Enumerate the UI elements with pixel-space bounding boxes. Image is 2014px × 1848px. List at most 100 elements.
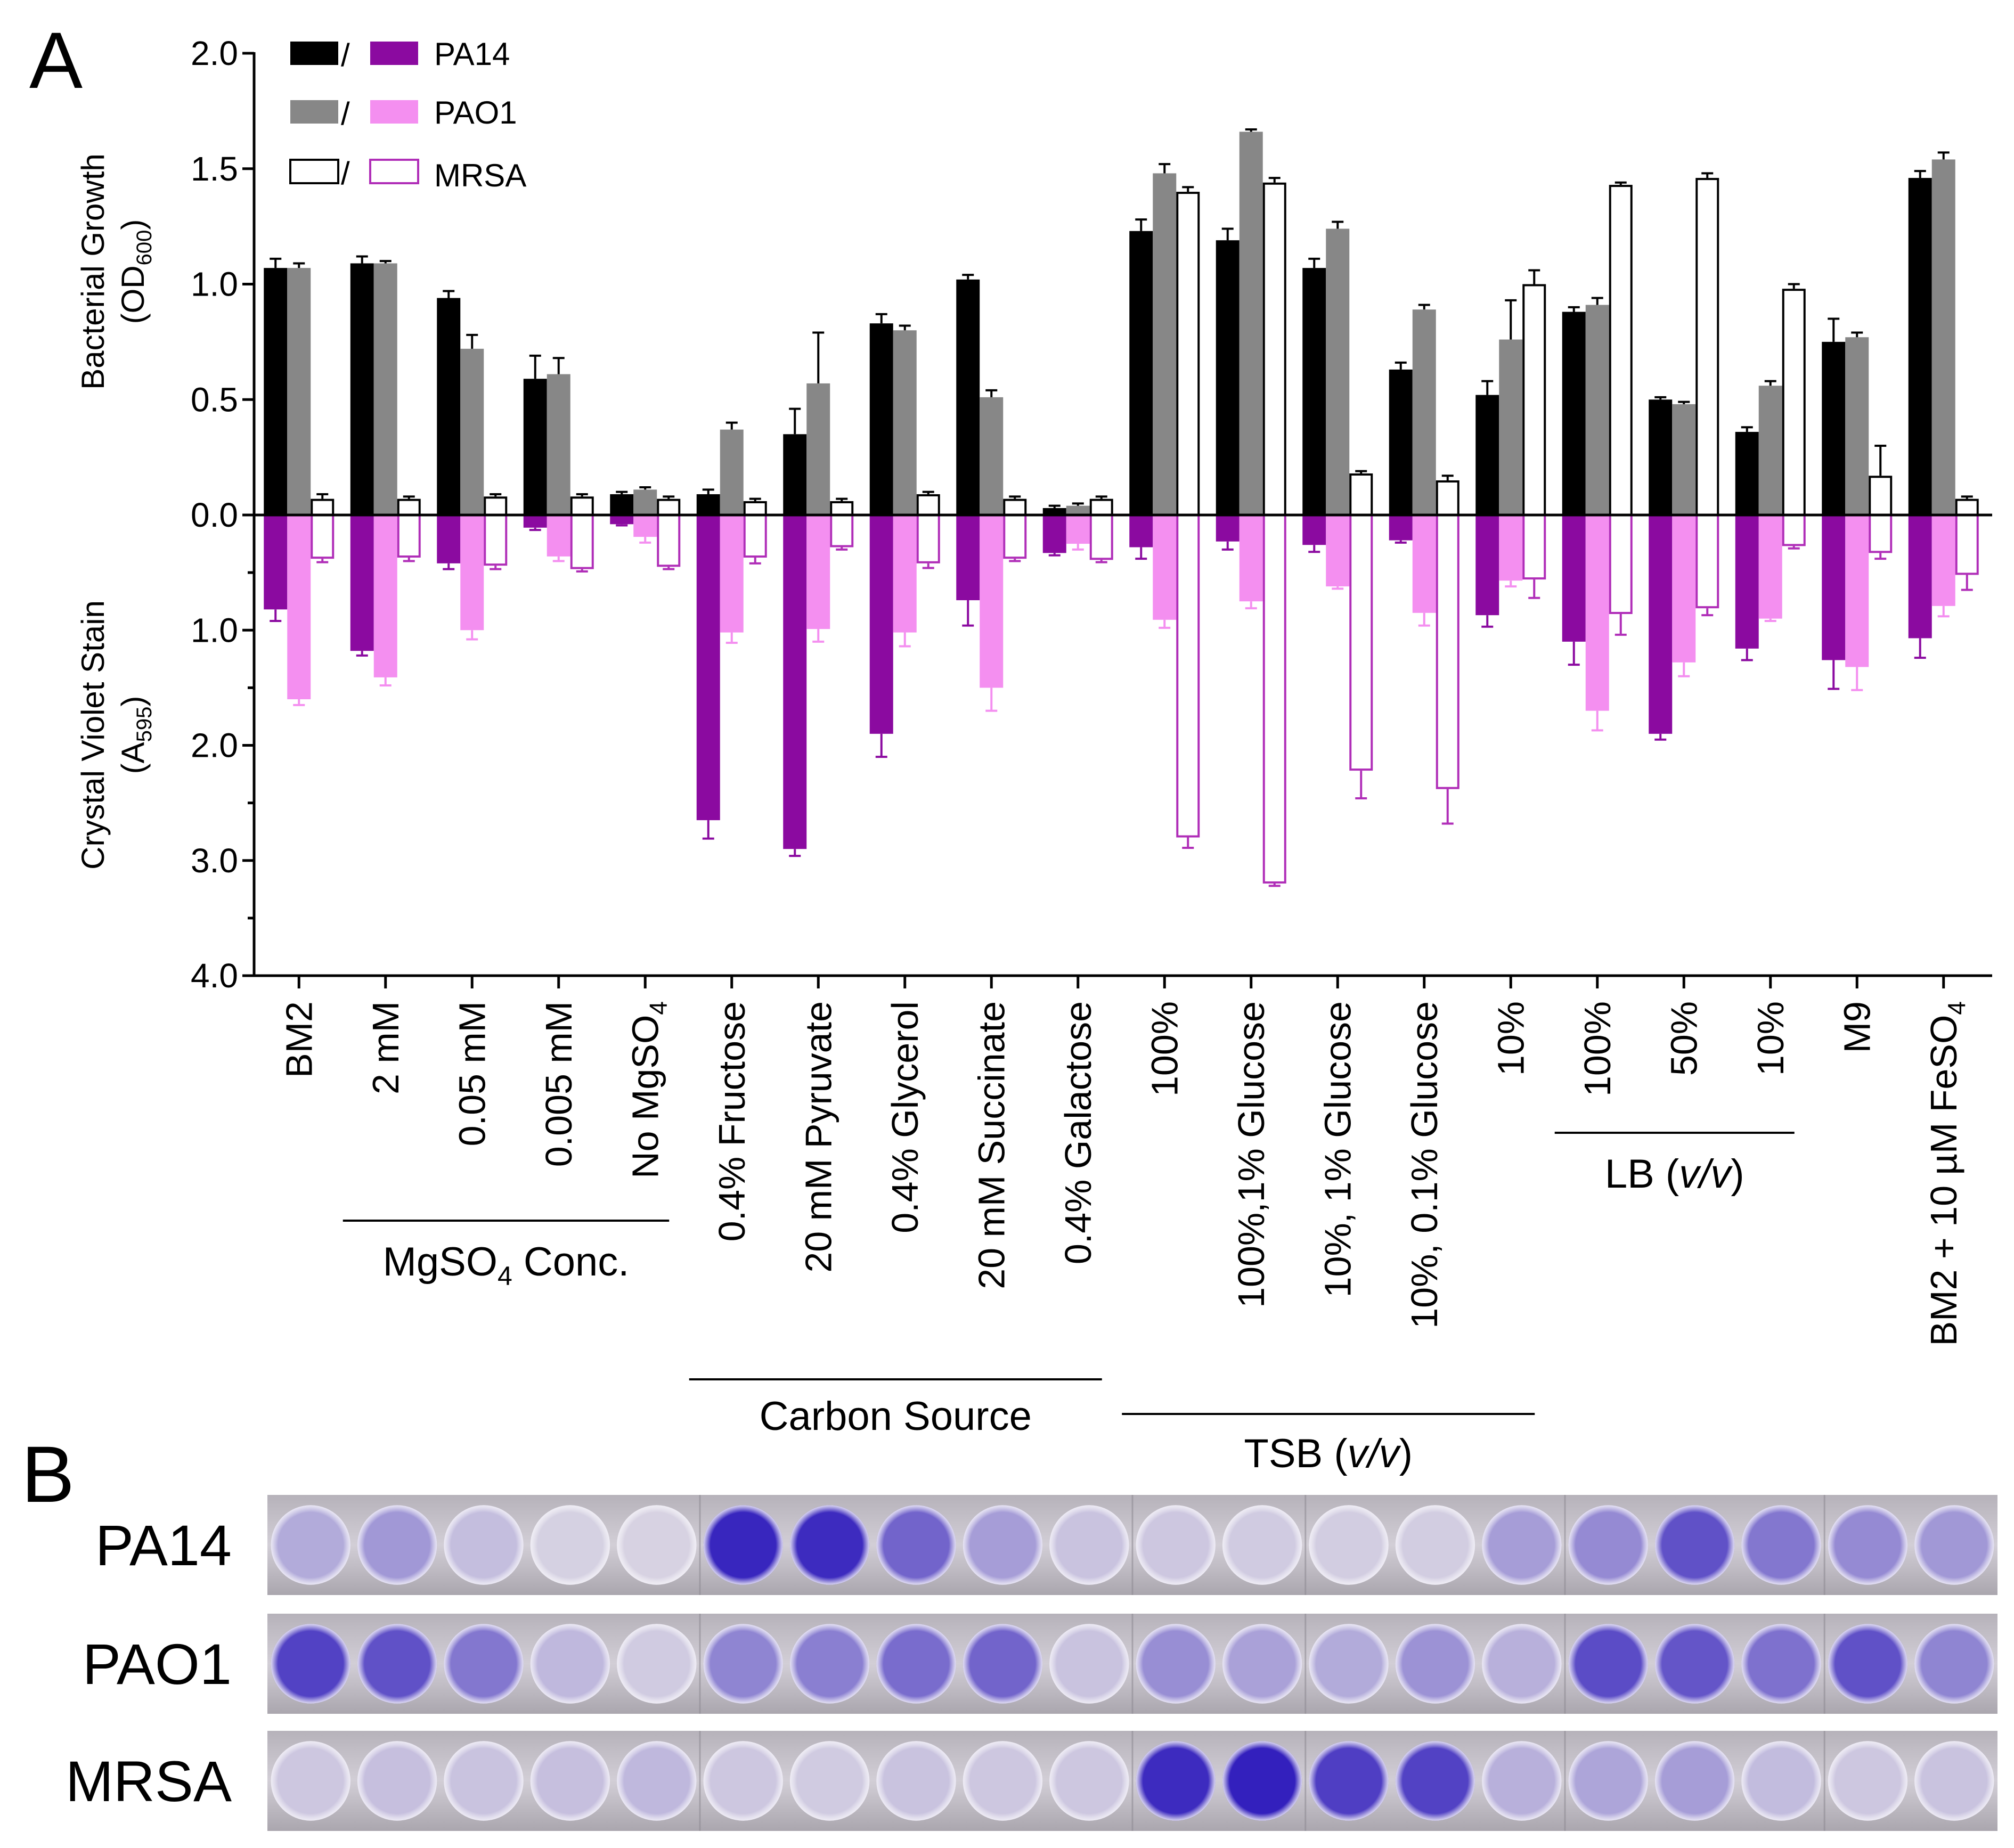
category-label: BM2 + 10 µM FeSO4 — [1923, 1001, 1970, 1346]
top-y-unit-post: ) — [115, 219, 151, 230]
plate-well-rim — [1568, 1624, 1648, 1704]
stain-bar-pao1-9 — [980, 515, 1004, 688]
plate-well-rim — [530, 1741, 610, 1821]
plate-well-rim — [444, 1624, 524, 1704]
bottom-y-unit-sub: 595 — [133, 707, 156, 742]
top-y-tick-label: 0.0 — [191, 496, 238, 534]
growth-bar-mrsa-4 — [570, 496, 594, 517]
growth-bar-pa14-15 — [1475, 395, 1499, 515]
plate-well-rim — [444, 1505, 524, 1585]
growth-bar-pa14-11 — [1129, 231, 1153, 515]
stain-bar-pa14-3 — [437, 515, 461, 563]
plate-well-rim — [703, 1741, 783, 1821]
growth-bar-pa14-13 — [1302, 268, 1326, 515]
growth-bar-pa14-9 — [956, 279, 980, 515]
plate-well-rim — [789, 1505, 870, 1585]
plate-well-rim — [1654, 1505, 1735, 1585]
category-label: 10%, 0.1% Glucose — [1404, 1001, 1445, 1329]
stain-bar-mrsa-6 — [743, 514, 767, 558]
growth-bar-pa14-5 — [610, 494, 634, 515]
plate-well-rim — [1914, 1624, 1994, 1704]
stain-bar-pa14-15 — [1475, 515, 1499, 616]
growth-bar-mrsa-11 — [1176, 192, 1200, 517]
stain-bar-pao1-12 — [1239, 515, 1263, 602]
category-label: No MgSO4 — [624, 1001, 672, 1179]
category-label: 100% — [1144, 1001, 1185, 1097]
growth-bar-pao1-17 — [1672, 404, 1696, 515]
plate-well-rim — [530, 1505, 610, 1585]
top-y-axis-unit-text: (OD600) — [115, 219, 156, 324]
plate-well-rim — [271, 1741, 350, 1821]
bottom-y-axis-unit: (A595) — [115, 696, 156, 774]
top-y-tick-label: 2.0 — [191, 34, 238, 72]
growth-bar-pa14-16 — [1562, 312, 1586, 515]
stain-bar-pa14-8 — [869, 515, 893, 734]
plate-well-rim — [963, 1741, 1043, 1821]
stain-bar-mrsa-7 — [830, 514, 854, 547]
group-label-part: ) — [1399, 1431, 1413, 1476]
stain-bar-pao1-11 — [1153, 515, 1177, 620]
group-label-part: ) — [1731, 1151, 1744, 1197]
top-y-axis-label: Bacterial Growth — [75, 153, 111, 390]
bottom-y-tick-label: 3.0 — [191, 841, 238, 880]
plate-well-rim — [1568, 1741, 1648, 1821]
growth-bar-pao1-5 — [633, 489, 657, 515]
stain-bar-pa14-5 — [610, 515, 634, 525]
stain-bar-pa14-17 — [1649, 515, 1673, 734]
stain-bar-pao1-4 — [547, 515, 570, 557]
chart-bars — [264, 128, 1979, 887]
group-label-part: TSB ( — [1244, 1431, 1347, 1476]
category-label-text: 0.4% Fructose — [711, 1001, 753, 1241]
stain-bar-pao1-19 — [1845, 515, 1869, 667]
stain-bar-mrsa-11 — [1176, 514, 1200, 838]
bottom-y-unit-post: ) — [115, 696, 151, 707]
bottom-y-axis-unit-text: (A595) — [115, 696, 156, 774]
stain-bar-mrsa-8 — [916, 514, 940, 563]
plate-well-rim — [1395, 1624, 1475, 1704]
stain-bar-pao1-7 — [806, 515, 830, 629]
growth-bar-pao1-2 — [373, 263, 397, 515]
bottom-y-tick-label: 4.0 — [191, 956, 238, 995]
category-label: 0.005 mM — [538, 1001, 580, 1167]
plate-well-rim — [1568, 1505, 1648, 1585]
category-label-subscript: 4 — [644, 1001, 672, 1015]
stain-bar-pa14-11 — [1129, 515, 1153, 547]
category-label: 50% — [1663, 1001, 1705, 1076]
growth-bar-pao1-12 — [1239, 132, 1263, 515]
plate-well-rim — [1136, 1624, 1216, 1704]
category-label-text: 2 mM — [365, 1001, 406, 1094]
legend-swatch-pa14-stain — [370, 42, 418, 65]
category-label: 10%, 1% Glucose — [1317, 1001, 1358, 1297]
category-label-text: 10% — [1750, 1001, 1791, 1076]
bottom-y-unit-pre: (A — [115, 742, 151, 774]
growth-bar-pao1-9 — [980, 397, 1004, 515]
category-labels: BM2 2 mM 0.05 mM 0.005 mM No MgSO4 0.4% Fruct… — [278, 1001, 1970, 1346]
growth-bar-pa14-12 — [1216, 240, 1240, 515]
top-y-unit-sub: 600 — [133, 230, 156, 266]
category-label: 100% — [1577, 1001, 1618, 1097]
growth-bar-pao1-8 — [893, 330, 917, 515]
stain-bar-mrsa-2 — [397, 514, 421, 558]
plate-well-rim — [1828, 1624, 1908, 1704]
plate-well-rim — [1049, 1505, 1129, 1585]
category-label-text: 20 mM Succinate — [971, 1001, 1012, 1289]
plate-well-rim — [963, 1624, 1043, 1704]
stain-bar-mrsa-3 — [484, 514, 508, 566]
legend: / PA14 / PAO1 / MRSA — [289, 36, 526, 193]
category-label: 20 mM Pyruvate — [797, 1001, 839, 1273]
growth-bar-pa14-20 — [1908, 178, 1932, 516]
category-label-text: 20 mM Pyruvate — [797, 1001, 839, 1273]
growth-bar-mrsa-7 — [830, 501, 854, 516]
plate-row-label-pao1: PAO1 — [83, 1632, 232, 1696]
stain-bar-pao1-6 — [720, 515, 744, 633]
growth-bar-pa14-18 — [1735, 431, 1759, 515]
category-label: 0.05 mM — [451, 1001, 493, 1146]
stain-bar-pao1-14 — [1412, 515, 1436, 613]
plate-well-rim — [789, 1741, 870, 1821]
stain-bar-mrsa-12 — [1262, 514, 1286, 884]
growth-bar-mrsa-6 — [743, 501, 767, 516]
plate-well-rim — [1914, 1741, 1994, 1821]
plate-well-rim — [1654, 1741, 1735, 1821]
stain-bar-pa14-16 — [1562, 515, 1586, 642]
plate-well-rim — [1741, 1505, 1821, 1585]
